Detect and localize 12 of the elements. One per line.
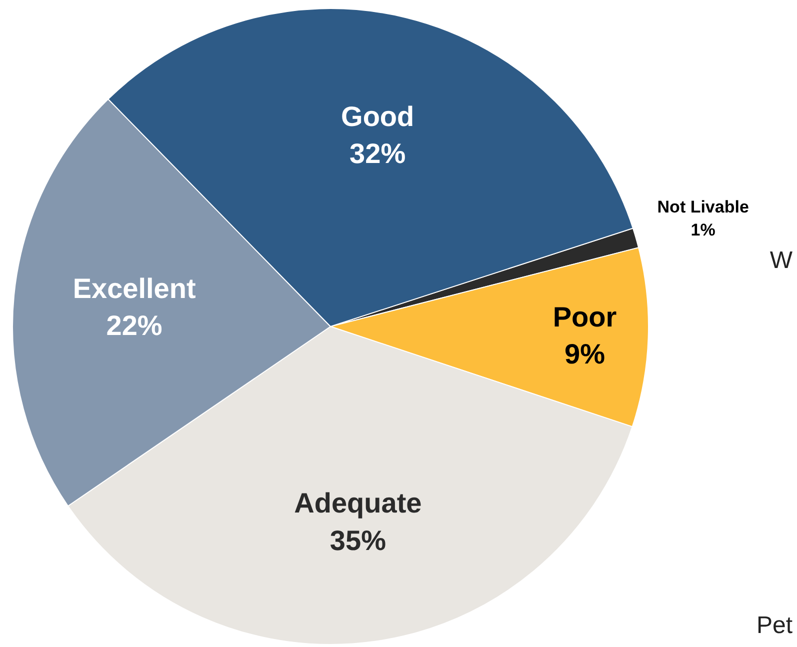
slice-label: Adequate bbox=[294, 488, 422, 519]
slice-label: Poor bbox=[552, 301, 617, 332]
text: W bbox=[770, 247, 793, 274]
slice-label: Excellent bbox=[72, 273, 196, 304]
data-label: 9% bbox=[564, 338, 606, 370]
slice-label: Good bbox=[341, 100, 414, 132]
slice-label: Not Livable bbox=[657, 197, 749, 216]
data-label: 22% bbox=[106, 310, 162, 342]
text: Pet bbox=[756, 612, 793, 639]
data-label: 35% bbox=[330, 524, 386, 556]
data-label: 1% bbox=[690, 220, 716, 240]
data-label: 32% bbox=[350, 138, 406, 170]
